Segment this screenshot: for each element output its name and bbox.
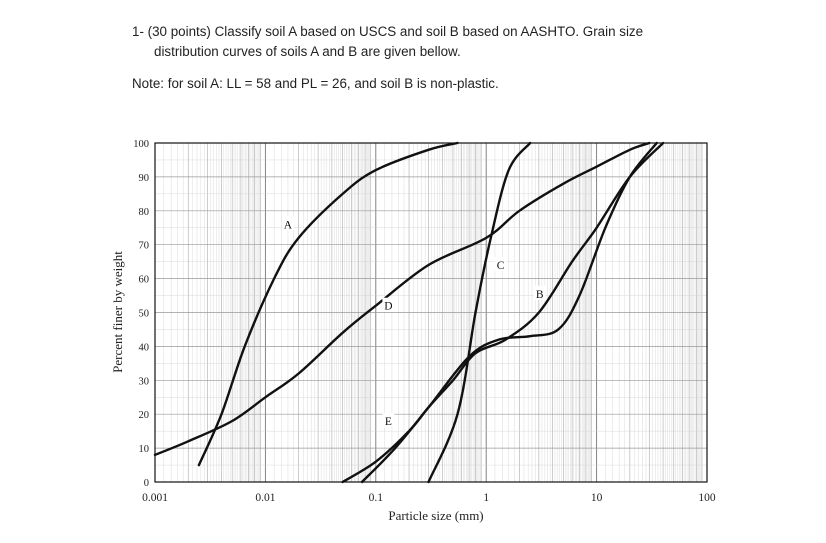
question-line-1: 1- (30 points) Classify soil A based on …: [132, 24, 644, 39]
x-tick-label: 1: [483, 492, 489, 504]
curve-label-bg-A: [281, 216, 294, 231]
x-tick-label: 0.01: [255, 492, 275, 504]
curve-A: [197, 141, 459, 467]
y-tick-label: 0: [144, 478, 149, 489]
x-axis-label: Particle size (mm): [388, 508, 483, 523]
curve-label-D: D: [384, 301, 392, 313]
y-tick-label: 50: [139, 309, 150, 320]
x-tick-label: 100: [698, 492, 716, 504]
curve-label-bg-E: [382, 412, 395, 427]
note-text: Note: for soil A: LL = 58 and PL = 26, a…: [132, 76, 499, 91]
y-tick-label: 90: [139, 173, 150, 184]
chart-curve-labels: A B C D E: [281, 216, 546, 428]
chart-tick-labels: 0.001 0.01 0.1 1 10 100 0 10 20 30 40 50 60 70 80 90 100: [133, 139, 716, 504]
y-tick-label: 40: [139, 342, 150, 353]
x-tick-label: 10: [591, 492, 603, 504]
curve-label-C: C: [497, 260, 505, 272]
y-tick-label: 10: [139, 444, 150, 455]
x-tick-label: 0.1: [369, 492, 384, 504]
curve-label-A: A: [284, 219, 293, 231]
plot-frame: [154, 142, 708, 483]
curve-D: [153, 141, 651, 457]
curve-label-bg-C: [494, 257, 507, 272]
x-tick-label: 0.001: [142, 492, 168, 504]
curve-label-B: B: [536, 289, 544, 301]
y-tick-label: 20: [139, 410, 150, 421]
curve-C: [427, 141, 532, 484]
curve-label-bg-B: [533, 285, 546, 300]
curve-E: [341, 141, 665, 484]
y-tick-label: 80: [139, 207, 150, 218]
y-tick-label: 70: [139, 241, 150, 252]
chart-curves: [153, 141, 665, 484]
question-text: 1- (30 points) Classify soil A based on …: [132, 22, 732, 62]
curve-label-E: E: [385, 416, 392, 428]
y-tick-label: 30: [139, 376, 150, 387]
question-line-2: distribution curves of soils A and B are…: [154, 44, 461, 59]
y-tick-label: 100: [133, 139, 149, 150]
chart-grid: [154, 142, 707, 483]
y-tick-label: 60: [139, 275, 150, 286]
y-axis-label: Percent finer by weight: [110, 251, 125, 373]
curve-label-bg-D: [382, 297, 395, 312]
